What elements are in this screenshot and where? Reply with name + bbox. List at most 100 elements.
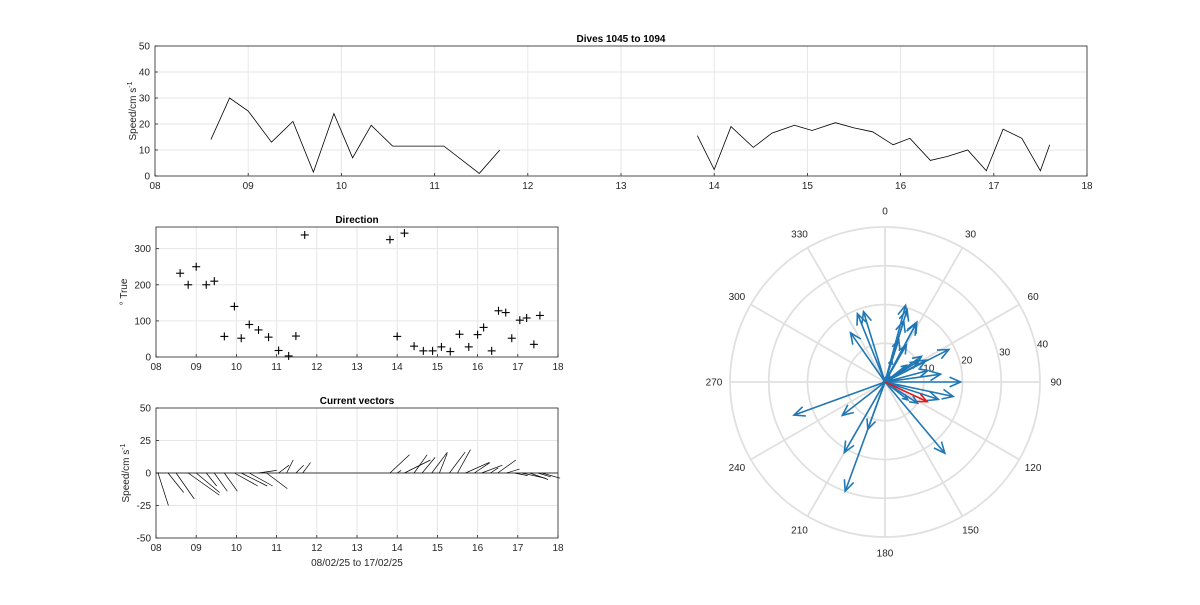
direction-point — [501, 308, 510, 317]
direction-ytick-label: 200 — [134, 280, 151, 291]
vectors-ytick-label: 25 — [140, 436, 152, 447]
compass-arrow-head — [949, 376, 963, 388]
direction-point — [473, 330, 482, 339]
compass-arrow — [884, 359, 928, 383]
vector-stick — [214, 472, 228, 492]
vector-stick — [241, 472, 268, 487]
compass-arrow — [884, 381, 920, 405]
vectors-xtick-label: 09 — [191, 543, 203, 554]
speed-xtick-label: 13 — [615, 181, 627, 192]
compass-arrow-head — [941, 388, 956, 400]
direction-point — [419, 346, 428, 355]
vector-stick — [541, 472, 561, 479]
direction-xtick-label: 16 — [472, 362, 484, 373]
vector-stick — [404, 459, 431, 474]
vector-stick — [457, 449, 471, 474]
vectors-xtick-label: 11 — [271, 543, 282, 554]
vectors-xtick-label: 08 — [150, 543, 162, 554]
compass-labels: 0 30 60 90 120 150 180 210 240 270 300 330 10 20 30 40 — [706, 207, 1062, 560]
direction-point — [284, 351, 293, 360]
vector-stick — [465, 462, 490, 474]
compass-radius-label: 30 — [999, 347, 1011, 358]
direction-point — [437, 342, 446, 351]
speed-xtick-label: 12 — [522, 181, 534, 192]
direction-point — [230, 302, 239, 311]
speed-ylabel-sup: -1 — [127, 81, 134, 87]
direction-point — [464, 342, 473, 351]
direction-point — [428, 346, 437, 355]
vectors-xtick-label: 18 — [552, 543, 564, 554]
compass-arrow-shaft — [862, 311, 886, 383]
speed-axes-frame — [154, 45, 1088, 177]
compass-arrow-head — [840, 404, 854, 417]
direction-ytick-label: 0 — [145, 353, 151, 364]
direction-chart: 08 09 10 11 12 13 14 15 16 17 18 0 100 200 300 Directi… — [119, 215, 564, 373]
compass-angle-label: 180 — [877, 549, 894, 560]
vector-stick — [481, 464, 503, 474]
speed-xtick-label: 09 — [243, 181, 255, 192]
speed-xtick-label: 16 — [895, 181, 907, 192]
compass-spoke — [884, 303, 1020, 383]
speed-chart: 08 09 10 11 12 13 14 15 16 17 18 0 10 20 30 40 50 Dives … — [127, 34, 1093, 192]
direction-xtick-label: 08 — [150, 362, 162, 373]
vector-stick — [187, 472, 220, 496]
compass-arrow — [884, 368, 930, 383]
vector-stick — [224, 472, 238, 492]
compass-arrow-shaft — [793, 381, 886, 416]
direction-xtick-label: 17 — [512, 362, 524, 373]
vector-stick — [234, 472, 258, 487]
compass-arrow — [884, 322, 917, 383]
compass-arrow-shaft — [884, 381, 954, 398]
compass-spoke — [884, 381, 964, 517]
speed-xtick-label: 15 — [802, 181, 814, 192]
direction-points — [176, 229, 544, 360]
compass-arrow — [843, 381, 886, 455]
compass-arrows — [792, 303, 963, 494]
vectors-xtick-label: 14 — [392, 543, 404, 554]
direction-point — [487, 346, 496, 355]
compass-arrow-head — [887, 357, 894, 365]
direction-point — [529, 340, 538, 349]
vectors-xtick-label: 16 — [472, 543, 484, 554]
speed-xtick-label: 10 — [336, 181, 348, 192]
speed-ytick-label: 0 — [144, 172, 150, 183]
vector-stick — [449, 451, 466, 474]
direction-point — [245, 320, 254, 329]
direction-point — [300, 230, 309, 239]
compass-arrow-shaft — [884, 369, 929, 383]
compass-spoke — [750, 303, 886, 383]
compass-chart: 0 30 60 90 120 150 180 210 240 270 300 330 10 20 30 40 — [706, 207, 1062, 560]
vector-stick — [266, 472, 288, 489]
direction-title: Direction — [335, 215, 378, 226]
vectors-ytick-label: 50 — [140, 404, 152, 415]
speed-xtick-label: 17 — [988, 181, 1000, 192]
compass-angle-label: 90 — [1050, 378, 1062, 389]
vector-stick — [413, 454, 428, 474]
compass-angle-label: 0 — [882, 207, 888, 218]
compass-arrow-head — [933, 441, 947, 455]
vector-stick — [537, 472, 552, 478]
speed-ylabel: Speed/cm s-1 — [127, 81, 139, 140]
direction-xtick-label: 11 — [271, 362, 282, 373]
vectors-series — [156, 449, 561, 506]
compass-arrow-shaft — [867, 381, 886, 430]
speed-xtick-label: 18 — [1081, 181, 1093, 192]
direction-point — [479, 323, 488, 332]
direction-point — [400, 229, 409, 238]
compass-arrow-head — [916, 393, 929, 403]
vector-stick — [497, 459, 517, 474]
direction-point — [446, 347, 455, 356]
compass-angle-label: 210 — [791, 526, 808, 537]
compass-arrow-shaft — [843, 381, 886, 453]
speed-xtick-label: 08 — [149, 181, 161, 192]
compass-arrow-shaft — [884, 323, 917, 383]
vector-stick — [249, 472, 273, 487]
compass-angle-label: 300 — [729, 292, 746, 303]
vectors-title: Current vectors — [320, 396, 395, 407]
direction-xtick-label: 12 — [311, 362, 323, 373]
direction-point — [202, 280, 211, 289]
compass-arrow-head — [918, 368, 930, 378]
vector-stick — [397, 470, 402, 474]
compass-arrow — [792, 381, 886, 417]
vector-stick — [286, 459, 294, 474]
